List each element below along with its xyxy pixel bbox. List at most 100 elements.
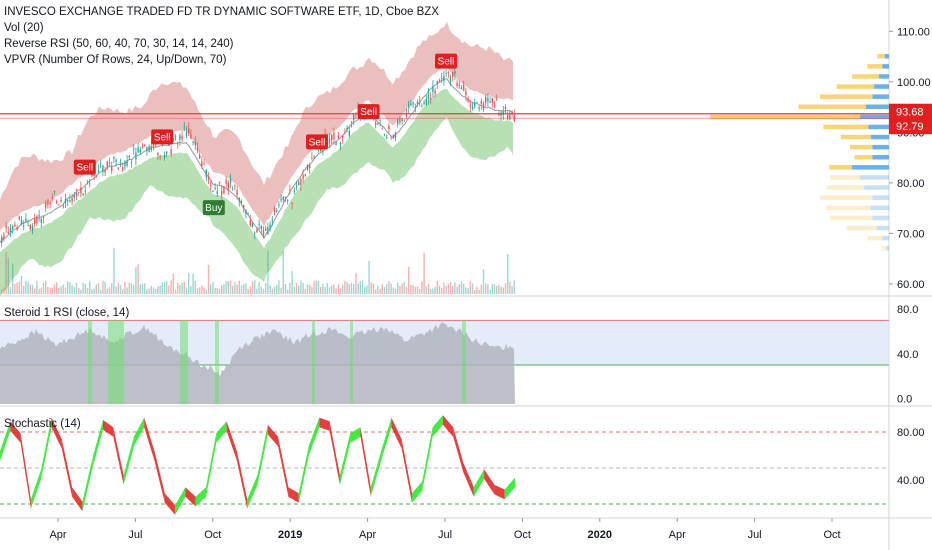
volume-bar [150,285,152,294]
volume-bar [240,285,243,294]
volume-bar [177,282,179,294]
volume-bar [366,285,368,294]
candle [300,179,302,185]
volume-bar [498,284,500,294]
volume-bar [194,280,196,294]
volume-bar [447,283,449,294]
candle [392,135,394,137]
stoch-ribbon-segment [236,451,248,509]
rsi-indicator-label[interactable]: Reverse RSI (50, 60, 40, 70, 30, 14, 14,… [4,38,234,50]
volume-bar [306,284,309,294]
candle [282,196,284,200]
volume-bar [69,282,71,294]
candle [412,102,414,105]
volume-bar [423,252,425,294]
volume-bar [471,283,474,294]
candle [339,143,342,145]
vpvr-up-bar [870,205,890,211]
candle [84,190,86,192]
signal-label: Sell [76,163,93,174]
symbol-title[interactable]: INVESCO EXCHANGE TRADED FD TR DYNAMIC SO… [4,6,439,18]
candle [141,145,144,148]
vpvr-down-bar [877,54,885,59]
candle [75,193,78,197]
candle [240,201,243,203]
candle [172,138,174,142]
volume-bar [449,282,452,294]
volume-bar [251,281,254,294]
candle [311,157,313,159]
volume-indicator-label[interactable]: Vol (20) [4,22,44,34]
candle [124,161,126,167]
candle [465,91,467,96]
volume-bar [234,281,236,294]
candle [14,224,16,227]
rsi-pane-label[interactable]: Steroid 1 RSI (close, 14) [4,307,130,319]
stoch-ribbon-segment [391,417,402,449]
candle [144,144,146,146]
vpvr-down-bar [836,84,875,89]
candle [9,227,12,232]
volume-bar [126,287,128,294]
candle [23,225,25,227]
volume-bar [124,281,126,294]
price-axis-label: 80.00 [897,178,925,190]
volume-bar [100,289,102,294]
candle [511,112,513,114]
volume-bar [89,281,91,294]
candle [386,137,388,139]
price-label: 93.68 [896,107,924,119]
volume-bar [238,280,240,294]
stoch-ribbon-segment [144,417,155,461]
volume-bar [478,289,480,294]
volume-bar [227,281,229,294]
volume-bar [491,284,493,294]
volume-bar [309,285,311,294]
volume-bar [161,282,163,294]
volume-bar [236,284,238,294]
candle [78,192,80,193]
volume-bar [416,286,419,294]
vpvr-down-bar [850,144,873,150]
volume-bar [203,287,205,294]
candle [100,163,102,164]
vpvr-down-bar [846,225,877,231]
candle [456,82,458,87]
candle [190,134,192,139]
volume-bar [328,287,331,294]
vpvr-indicator-label[interactable]: VPVR (Number Of Rows, 24, Up/Down, 70) [4,54,227,66]
stochastic-pane-label[interactable]: Stochastic (14) [4,418,81,430]
candle [18,216,20,220]
candle [262,230,265,236]
vpvr-down-bar [825,205,871,211]
volume-bar [487,284,489,294]
candle [348,131,350,136]
volume-bar [146,289,148,294]
candle [64,198,67,203]
time-axis-label: 2020 [588,529,612,541]
vpvr-up-bar [879,74,889,79]
candle [159,156,161,158]
volume-bar [463,283,465,294]
candle [467,98,469,102]
volume-bar [97,283,100,294]
rsi-axis-label: 40.0 [897,349,918,361]
stoch-ribbon-segment [360,427,371,497]
indicator-legend: INVESCO EXCHANGE TRADED FD TR DYNAMIC SO… [4,4,439,68]
rsi-signal-highlight [350,320,353,404]
candle [284,196,287,198]
candle [478,107,480,109]
volume-bar [377,285,379,294]
volume-bar [427,283,430,294]
volume-bar [40,287,42,294]
stoch-ribbon-segment [422,427,433,491]
vpvr-up-bar [874,84,889,89]
volume-bar [104,281,106,294]
stoch-ribbon-segment [92,420,103,467]
candle [447,72,449,73]
volume-bar [502,287,504,294]
time-axis-label: 2019 [278,529,302,541]
rsi-area [0,322,515,404]
stoch-ribbon-segment [370,451,382,497]
stoch-ribbon-segment [133,417,145,447]
